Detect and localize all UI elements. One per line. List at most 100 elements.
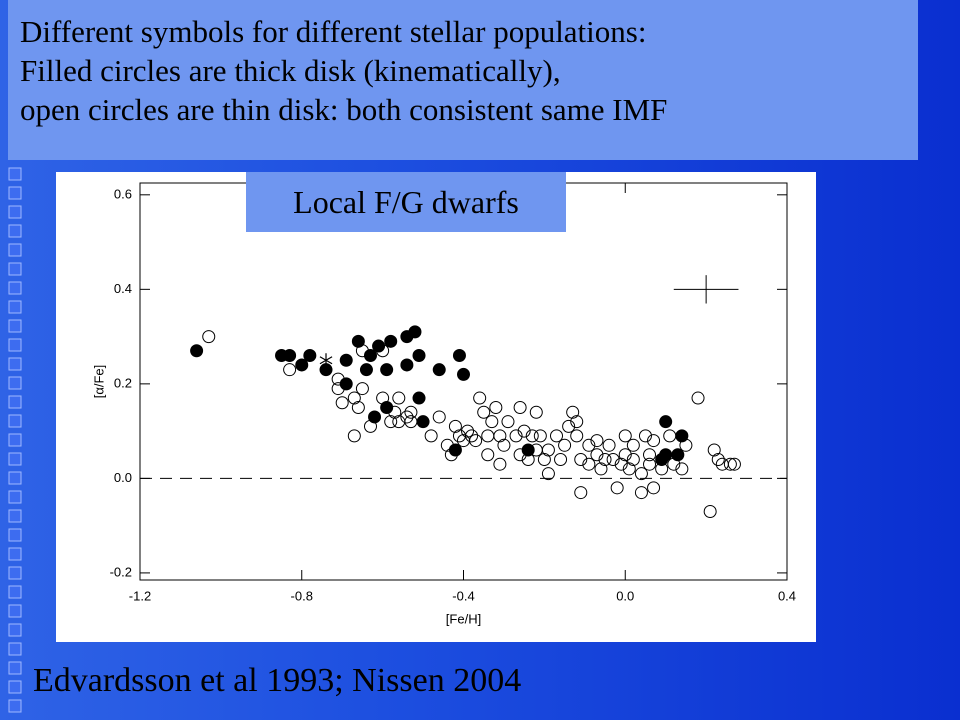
decor-square xyxy=(8,509,22,523)
point-open xyxy=(707,443,721,457)
decor-square xyxy=(8,167,22,181)
point-open xyxy=(634,486,648,500)
decor-square xyxy=(8,395,22,409)
point-open xyxy=(501,415,515,429)
x-tick-label: 0.0 xyxy=(616,588,634,603)
point-open xyxy=(202,330,216,344)
point-filled xyxy=(359,363,373,377)
decor-square xyxy=(8,319,22,333)
decor-square xyxy=(8,281,22,295)
decor-square xyxy=(8,604,22,618)
point-open xyxy=(424,429,438,443)
point-filled xyxy=(408,325,422,339)
point-filled xyxy=(521,443,535,457)
point-open xyxy=(283,363,297,377)
header-line: Different symbols for different stellar … xyxy=(20,14,647,49)
point-open xyxy=(537,452,551,466)
x-tick-label: -0.8 xyxy=(291,588,313,603)
point-filled xyxy=(416,415,430,429)
point-open xyxy=(582,438,596,452)
point-open xyxy=(590,434,604,448)
point-filled xyxy=(659,415,673,429)
point-open xyxy=(570,415,584,429)
point-open xyxy=(663,429,677,443)
decor-square xyxy=(8,376,22,390)
decor-square xyxy=(8,243,22,257)
point-filled xyxy=(384,334,398,348)
decor-square xyxy=(8,642,22,656)
point-filled xyxy=(351,334,365,348)
decor-square xyxy=(8,471,22,485)
plot-frame xyxy=(139,182,788,581)
point-open xyxy=(347,391,361,405)
point-open xyxy=(606,452,620,466)
point-open xyxy=(461,424,475,438)
point-open xyxy=(481,448,495,462)
point-open xyxy=(469,434,483,448)
point-open xyxy=(473,391,487,405)
point-open xyxy=(541,467,555,481)
point-open xyxy=(400,410,414,424)
y-tick-label: -0.2 xyxy=(110,564,132,579)
header-line: Filled circles are thick disk (kinematic… xyxy=(20,53,561,88)
footer: Edvardsson et al 1993; Nissen 2004 xyxy=(33,662,522,699)
point-filled xyxy=(368,410,382,424)
y-axis-label: [α/Fe] xyxy=(91,365,106,399)
point-open xyxy=(643,448,657,462)
point-open xyxy=(594,462,608,476)
decor-square xyxy=(8,433,22,447)
decor-square xyxy=(8,186,22,200)
point-open xyxy=(497,438,511,452)
x-axis-label: [Fe/H] xyxy=(446,611,481,626)
y-tick-label: 0.4 xyxy=(114,281,132,296)
point-open xyxy=(525,429,539,443)
decor-square xyxy=(8,414,22,428)
x-tick-label: -0.4 xyxy=(452,588,474,603)
point-open xyxy=(533,429,547,443)
x-tick-label: -1.2 xyxy=(129,588,151,603)
point-filled xyxy=(380,363,394,377)
point-filled xyxy=(295,358,309,372)
point-filled xyxy=(457,367,470,381)
decor-square xyxy=(8,661,22,675)
x-tick-label: 0.4 xyxy=(778,588,796,603)
point-open xyxy=(351,400,365,414)
point-open xyxy=(485,415,499,429)
point-open xyxy=(570,429,584,443)
point-open xyxy=(626,452,640,466)
point-filled xyxy=(372,339,386,353)
point-open xyxy=(509,429,523,443)
decor-square xyxy=(8,585,22,599)
decor-square xyxy=(8,680,22,694)
decor-square xyxy=(8,357,22,371)
point-filled xyxy=(283,349,297,363)
point-open xyxy=(335,396,349,410)
decor-square xyxy=(8,623,22,637)
y-tick-label: 0.0 xyxy=(114,470,132,485)
point-filled xyxy=(659,448,673,462)
point-open xyxy=(602,438,616,452)
point-open xyxy=(614,457,628,471)
decor-square xyxy=(8,224,22,238)
point-filled xyxy=(339,353,353,367)
decor-square xyxy=(8,452,22,466)
point-filled xyxy=(303,349,317,363)
point-filled xyxy=(448,443,462,457)
point-open xyxy=(392,391,406,405)
decor-square xyxy=(8,566,22,580)
decor-square xyxy=(8,528,22,542)
header-line: open circles are thin disk: both consist… xyxy=(20,92,668,127)
point-open xyxy=(489,400,503,414)
point-open xyxy=(590,448,604,462)
point-open xyxy=(626,438,640,452)
point-open xyxy=(647,481,661,495)
point-filled xyxy=(412,349,426,363)
point-open xyxy=(481,429,495,443)
point-open xyxy=(634,467,648,481)
decor-square xyxy=(8,547,22,561)
point-filled xyxy=(400,358,414,372)
point-open xyxy=(384,415,398,429)
point-open xyxy=(643,457,657,471)
